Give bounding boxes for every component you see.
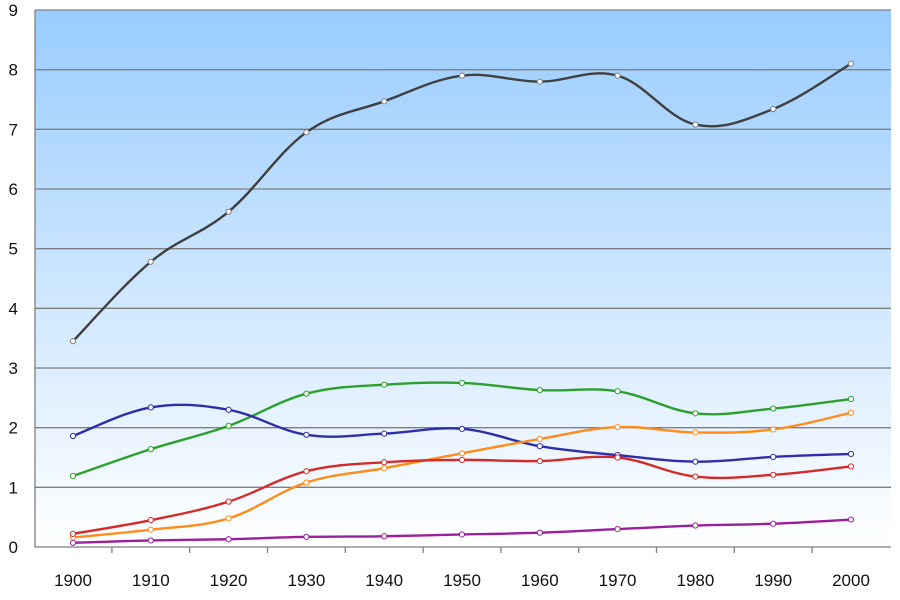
axes xyxy=(34,10,891,553)
data-point xyxy=(225,406,232,413)
data-point xyxy=(536,386,543,394)
data-point xyxy=(381,459,388,466)
data-point xyxy=(147,404,154,411)
data-point xyxy=(614,388,621,395)
data-point xyxy=(458,531,466,538)
data-point xyxy=(614,423,621,431)
data-point xyxy=(770,520,777,527)
data-point xyxy=(147,537,154,544)
x-tick-label: 1900 xyxy=(54,571,92,590)
data-point xyxy=(692,473,699,480)
series-markers xyxy=(69,60,855,546)
data-point xyxy=(614,526,621,533)
data-point xyxy=(692,458,699,465)
data-point xyxy=(303,129,310,136)
data-point xyxy=(847,463,855,470)
data-point xyxy=(847,516,855,523)
y-tick-label: 3 xyxy=(9,359,18,378)
y-tick-label: 6 xyxy=(9,180,18,199)
data-point xyxy=(692,429,699,436)
data-point xyxy=(847,60,855,67)
data-point xyxy=(147,446,154,453)
data-point xyxy=(225,208,232,215)
data-point xyxy=(614,454,621,461)
data-point xyxy=(458,379,466,387)
x-axis-tick-labels: 1900 1910 1920 1930 1940 1950 1960 1970 1980 1990… xyxy=(54,571,870,590)
data-point xyxy=(458,72,466,79)
y-tick-label: 9 xyxy=(9,1,18,20)
data-point xyxy=(614,72,621,79)
data-point xyxy=(303,390,310,397)
data-point xyxy=(692,121,699,128)
data-point xyxy=(225,498,232,505)
data-point xyxy=(692,522,699,529)
data-point xyxy=(69,472,77,480)
data-point xyxy=(458,450,466,457)
data-point xyxy=(847,409,855,416)
y-tick-label: 4 xyxy=(9,299,18,318)
data-point xyxy=(381,381,388,388)
plot-area xyxy=(35,10,891,547)
data-point xyxy=(225,536,232,543)
data-point xyxy=(303,533,310,540)
data-point xyxy=(381,533,388,540)
y-tick-label: 2 xyxy=(9,419,18,438)
x-tick-label: 1940 xyxy=(365,571,403,590)
x-tick-label: 1920 xyxy=(210,571,248,590)
data-point xyxy=(69,432,77,440)
x-tick-label: 1930 xyxy=(287,571,325,590)
data-point xyxy=(536,78,543,85)
data-point xyxy=(458,425,466,432)
data-point xyxy=(770,453,777,461)
data-point xyxy=(147,526,154,533)
data-point xyxy=(536,529,543,536)
y-tick-label: 7 xyxy=(9,120,18,139)
y-tick-label: 0 xyxy=(9,538,18,557)
x-tick-label: 1990 xyxy=(754,571,792,590)
data-point xyxy=(847,450,855,458)
series-line-1 xyxy=(71,62,853,343)
data-point xyxy=(69,530,77,537)
data-point xyxy=(381,430,388,437)
data-point xyxy=(536,457,543,465)
y-tick-label: 8 xyxy=(9,61,18,80)
data-point xyxy=(770,426,777,433)
x-tick-label: 1960 xyxy=(521,571,559,590)
data-point xyxy=(69,338,77,345)
data-point xyxy=(770,471,777,478)
y-axis-tick-labels: 0 1 2 3 4 5 6 7 8 9 xyxy=(9,1,18,557)
x-tick-label: 1980 xyxy=(676,571,714,590)
data-point xyxy=(536,435,543,443)
data-point xyxy=(147,258,154,265)
data-point xyxy=(303,468,310,475)
data-point xyxy=(692,410,699,417)
data-point xyxy=(225,515,232,522)
data-point xyxy=(147,517,154,524)
data-point xyxy=(770,405,777,412)
x-tick-label: 2000 xyxy=(832,571,870,590)
data-point xyxy=(847,395,855,403)
data-point xyxy=(303,431,310,438)
data-point xyxy=(303,479,310,486)
x-tick-label: 1970 xyxy=(599,571,637,590)
data-point xyxy=(381,98,388,105)
x-tick-label: 1910 xyxy=(132,571,170,590)
data-point xyxy=(225,422,232,429)
data-point xyxy=(69,539,77,546)
y-tick-label: 1 xyxy=(9,478,18,497)
data-point xyxy=(381,465,388,472)
data-point xyxy=(458,456,466,463)
gridlines xyxy=(35,9,891,488)
data-point xyxy=(536,443,543,450)
y-tick-label: 5 xyxy=(9,240,18,259)
x-tick-label: 1950 xyxy=(443,571,481,590)
data-point xyxy=(770,105,777,113)
